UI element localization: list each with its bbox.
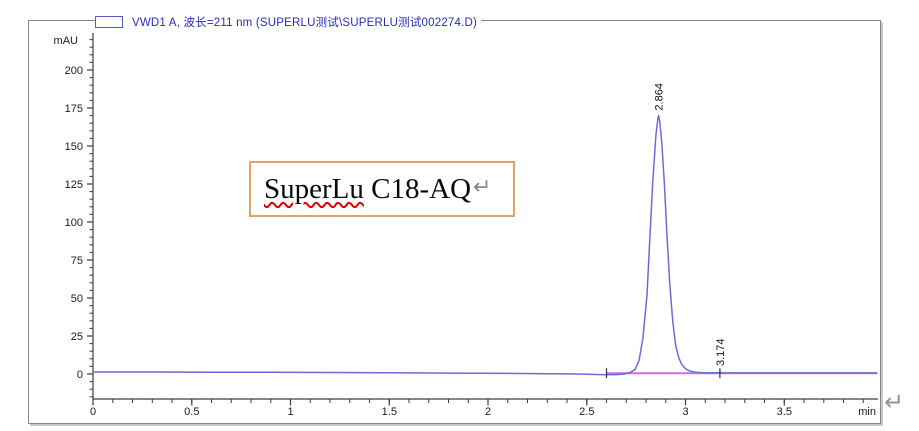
x-tick-label: 0 bbox=[90, 406, 96, 418]
chromatogram-window: 0 25 50 75 100 125 150 175 200 0 0.5 1 1.5 2 2.5 3 3.5 mi… bbox=[28, 20, 881, 424]
y-tick-label: 200 bbox=[65, 65, 83, 77]
y-tick-label: 0 bbox=[77, 369, 83, 381]
x-tick-label: 1.5 bbox=[382, 406, 397, 418]
y-tick-label: 50 bbox=[71, 293, 83, 305]
x-tick-label: 3 bbox=[682, 406, 688, 418]
y-tick-label: 100 bbox=[65, 217, 83, 229]
annotation-word-misspelled: SuperLu bbox=[264, 172, 364, 205]
signal-trace bbox=[93, 114, 878, 376]
peak-rt-label: 2.864 bbox=[654, 83, 666, 111]
column-annotation-textbox[interactable]: SuperLu C18-AQ ↵ bbox=[249, 161, 515, 217]
chromatogram-plot: 0 25 50 75 100 125 150 175 200 0 0.5 1 1.5 2 2.5 3 3.5 mi… bbox=[65, 33, 878, 418]
y-tick-label: 150 bbox=[65, 141, 83, 153]
annotation-word-rest: C18-AQ bbox=[363, 172, 472, 205]
paragraph-return-icon: ↵ bbox=[473, 174, 492, 199]
y-axis-unit-label: mAU bbox=[53, 35, 78, 47]
y-tick-label: 175 bbox=[65, 103, 83, 115]
y-tick-label: 125 bbox=[65, 179, 83, 191]
paragraph-return-icon: ↵ bbox=[884, 389, 905, 416]
legend-color-swatch bbox=[95, 15, 123, 28]
x-axis-unit-label: min bbox=[858, 406, 876, 418]
x-tick-label: 2 bbox=[485, 406, 491, 418]
legend-label: VWD1 A, 波长=211 nm (SUPERLU测试\SUPERLU测试00… bbox=[132, 16, 478, 29]
x-tick-label: 1 bbox=[287, 406, 293, 418]
x-tick-label: 3.5 bbox=[777, 406, 792, 418]
y-tick-label: 75 bbox=[71, 255, 83, 267]
x-tick-label: 2.5 bbox=[579, 406, 594, 418]
signal-legend: VWD1 A, 波长=211 nm (SUPERLU测试\SUPERLU测试00… bbox=[95, 14, 482, 29]
peak-rt-label: 3.174 bbox=[715, 338, 727, 366]
y-tick-label: 25 bbox=[71, 331, 83, 343]
x-tick-label: 0.5 bbox=[184, 406, 199, 418]
